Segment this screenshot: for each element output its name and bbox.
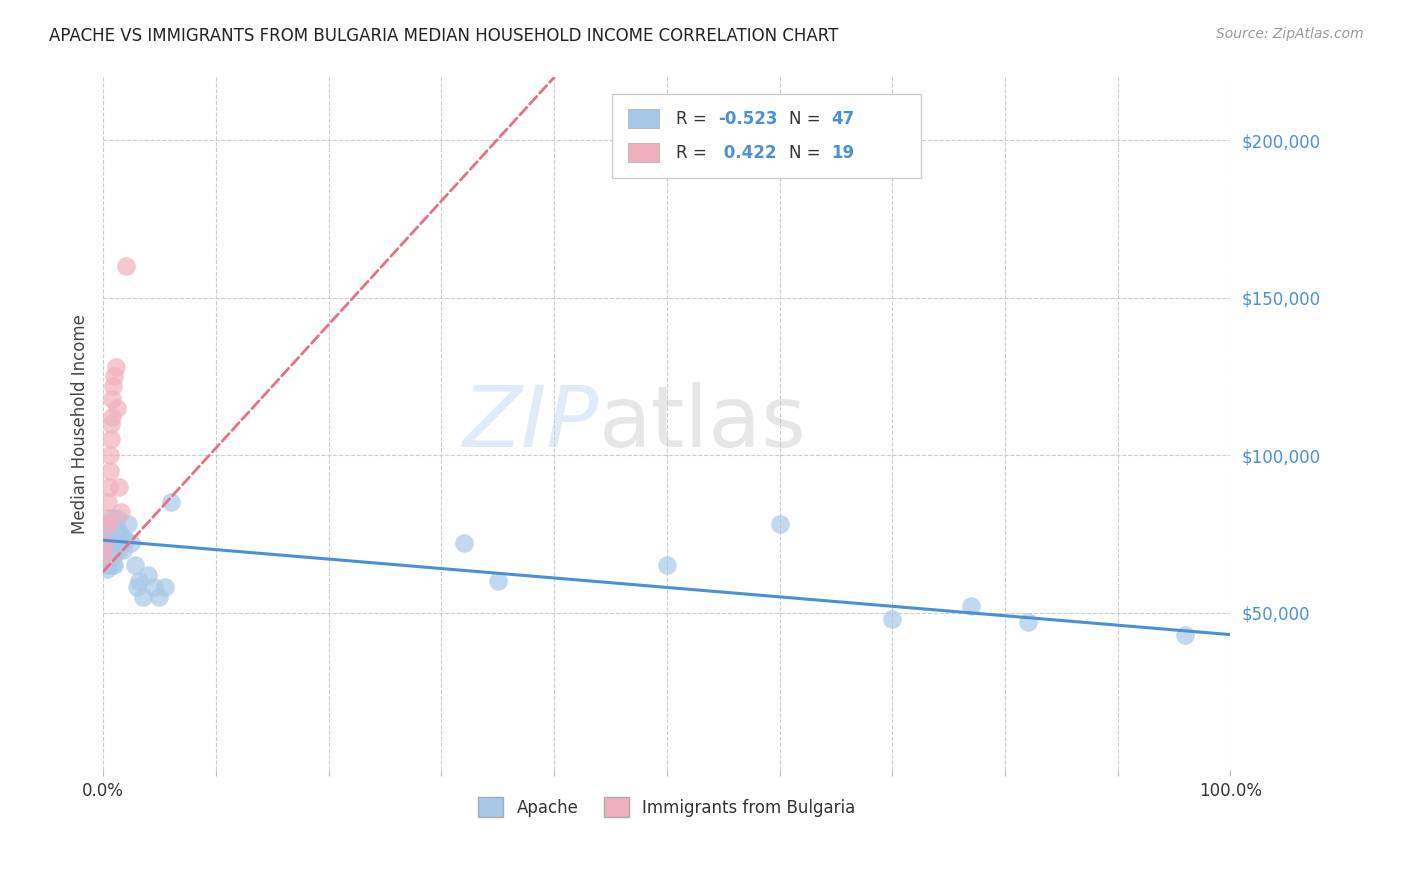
Point [97,517,120,532]
Text: 47: 47 [831,110,855,128]
Point [142,581,165,595]
Point [93,536,115,550]
Point [97,480,120,494]
Point [114,533,136,548]
Point [882,612,904,626]
Point [98,533,121,548]
Point [108,542,131,557]
Point [100,417,122,431]
Point [117,517,139,532]
Point [101,511,124,525]
Text: R =: R = [676,110,713,128]
Point [103,536,125,550]
Text: N =: N = [789,110,825,128]
Point [104,517,127,532]
Point [98,464,121,478]
Point [97,558,120,573]
Point [104,359,127,374]
Point [96,561,118,575]
Point [94,536,117,550]
Point [100,549,122,563]
Point [103,379,125,393]
Point [112,542,135,557]
Point [131,590,153,604]
Point [148,590,170,604]
Point [97,495,120,509]
Point [1174,627,1197,641]
Point [128,574,150,588]
Point [136,567,159,582]
Point [100,536,122,550]
Point [97,517,120,532]
Point [105,401,128,415]
Point [768,517,790,532]
Text: Source: ZipAtlas.com: Source: ZipAtlas.com [1216,27,1364,41]
Point [110,527,132,541]
Point [96,542,118,557]
Y-axis label: Median Household Income: Median Household Income [72,314,89,533]
Text: R =: R = [676,144,713,161]
Point [101,392,124,406]
Text: APACHE VS IMMIGRANTS FROM BULGARIA MEDIAN HOUSEHOLD INCOME CORRELATION CHART: APACHE VS IMMIGRANTS FROM BULGARIA MEDIA… [49,27,838,45]
Point [486,574,509,588]
Point [159,495,181,509]
Point [120,536,142,550]
Text: N =: N = [789,144,825,161]
Point [100,433,122,447]
Point [101,558,124,573]
Point [103,369,125,384]
Point [1017,615,1039,629]
Point [107,527,129,541]
Point [103,558,125,573]
Point [105,511,128,525]
Point [96,511,118,525]
Text: atlas: atlas [599,382,807,466]
Text: 19: 19 [831,144,853,161]
Point [97,527,120,541]
Point [108,536,131,550]
Point [97,549,120,563]
Point [655,558,678,573]
Point [960,599,983,614]
Point [94,527,117,541]
Point [93,549,115,563]
Point [103,542,125,557]
Point [103,549,125,563]
Point [101,410,124,425]
Point [98,448,121,462]
Point [110,505,132,519]
Point [94,549,117,563]
Point [114,260,136,274]
Point [125,581,148,595]
Text: -0.523: -0.523 [718,110,778,128]
Point [124,558,146,573]
Point [98,542,121,557]
Point [97,536,120,550]
Text: ZIP: ZIP [463,382,599,466]
Point [108,480,131,494]
Point [453,536,475,550]
Legend: Apache, Immigrants from Bulgaria: Apache, Immigrants from Bulgaria [472,790,862,824]
Text: 0.422: 0.422 [718,144,778,161]
Point [153,581,176,595]
